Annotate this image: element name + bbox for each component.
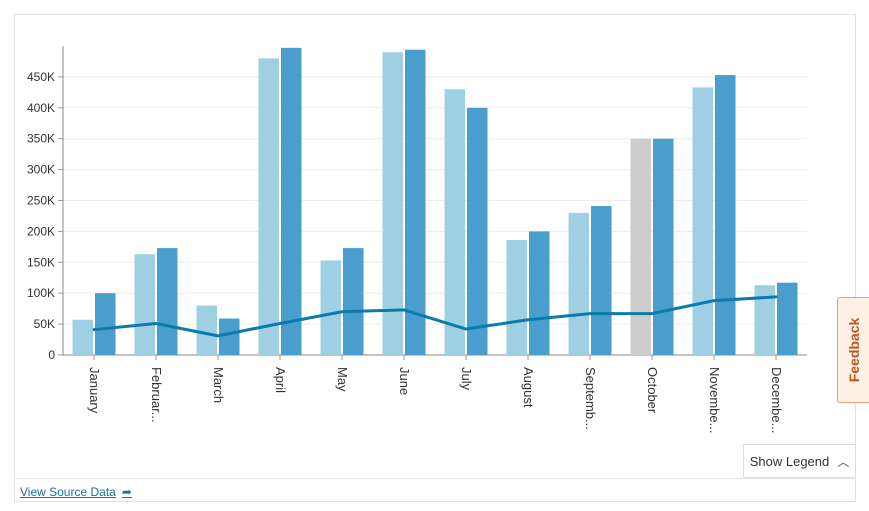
x-tick-label: Decembe...: [769, 367, 784, 433]
bar: [382, 52, 403, 356]
bar: [196, 305, 217, 355]
y-tick-label: 200K: [27, 224, 55, 238]
bar: [95, 293, 116, 355]
y-tick-label: 300K: [27, 163, 55, 177]
bar: [653, 138, 674, 355]
x-tick-label: April: [273, 367, 288, 393]
chevron-up-icon: ︿: [837, 454, 850, 469]
bar: [630, 138, 651, 355]
feedback-tab[interactable]: Feedback: [837, 297, 869, 403]
y-tick-label: 150K: [27, 255, 55, 269]
bar: [405, 49, 426, 355]
x-tick-label: July: [459, 367, 474, 391]
x-tick-label: March: [211, 367, 226, 403]
bar: [754, 285, 775, 355]
x-tick-label: Novembe...: [707, 367, 722, 433]
feedback-label: Feedback: [845, 317, 862, 383]
x-tick-label: October: [645, 367, 660, 414]
x-tick-label: January: [87, 367, 102, 414]
bar: [506, 240, 527, 355]
bar: [568, 212, 589, 355]
y-tick-label: 350K: [27, 132, 55, 146]
series-line: [92, 295, 778, 338]
bar: [777, 282, 798, 355]
bar: [258, 58, 279, 356]
bar: [281, 47, 302, 355]
y-tick-label: 400K: [27, 101, 55, 115]
bar: [529, 231, 550, 355]
bar: [320, 260, 341, 355]
bar: [343, 248, 364, 355]
y-tick-label: 50K: [34, 317, 55, 331]
y-tick-label: 0: [48, 348, 55, 362]
x-tick-label: Februar...: [149, 367, 164, 423]
bar: [134, 254, 155, 355]
chart-footer: [14, 478, 856, 502]
view-source-data-link[interactable]: View Source Data ➦: [20, 485, 132, 499]
x-tick-label: June: [397, 367, 412, 395]
bar: [692, 87, 713, 355]
bar: [715, 75, 736, 356]
x-tick-label: Septemb...: [583, 367, 598, 430]
view-source-data-label: View Source Data: [20, 485, 116, 499]
show-legend-button[interactable]: Show Legend ︿: [743, 444, 856, 478]
bar: [591, 206, 612, 355]
share-arrow-icon: ➦: [121, 485, 132, 499]
x-tick-label: August: [521, 367, 536, 408]
show-legend-label: Show Legend: [749, 453, 830, 469]
bar: [467, 107, 488, 355]
bar: [157, 248, 178, 355]
y-tick-label: 450K: [27, 70, 55, 84]
bar: [72, 319, 93, 355]
y-tick-label: 250K: [27, 194, 55, 208]
bar: [219, 318, 240, 355]
x-tick-label: May: [335, 367, 350, 392]
y-tick-label: 100K: [27, 286, 55, 300]
bar: [444, 89, 465, 355]
